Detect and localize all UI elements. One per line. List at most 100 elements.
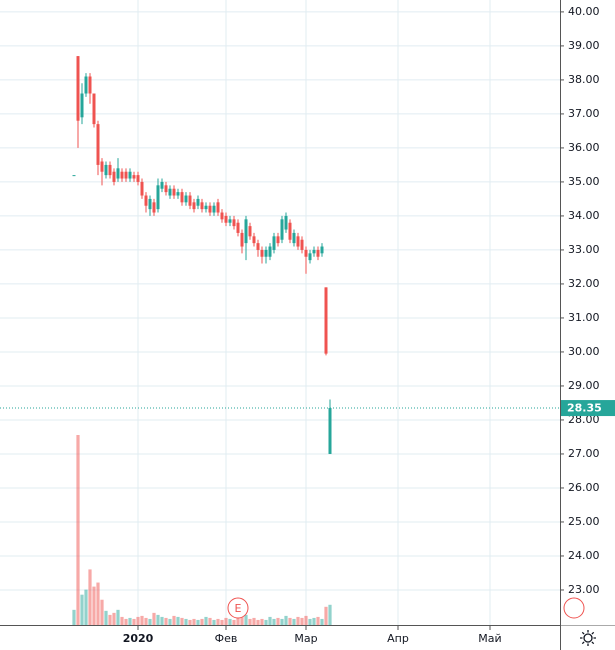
- volume-bar: [272, 618, 276, 625]
- volume-bar: [296, 616, 300, 625]
- candle-body: [244, 219, 248, 244]
- candle-body: [124, 171, 128, 179]
- volume-bar: [172, 615, 176, 625]
- x-tick-label: Май: [478, 632, 501, 645]
- volume-bar: [288, 617, 292, 625]
- candle-body: [88, 76, 92, 94]
- corner: [561, 625, 615, 650]
- candle-body: [104, 164, 108, 176]
- candle-body: [220, 212, 224, 220]
- candle-body: [204, 205, 208, 210]
- event-marker-partial: [563, 597, 585, 619]
- candle-body: [312, 249, 316, 254]
- volume-bar: [152, 612, 156, 625]
- candle-body: [324, 287, 328, 354]
- candle-body: [180, 192, 184, 203]
- y-tick-label: 36.00: [568, 141, 600, 154]
- volume-bar: [220, 619, 224, 625]
- y-tick-label: 38.00: [568, 73, 600, 86]
- candle-body: [148, 198, 152, 210]
- last-price-box: [561, 400, 615, 417]
- volume-bar: [84, 589, 88, 625]
- volume-bar: [100, 599, 104, 625]
- y-tick-label: 37.00: [568, 107, 600, 120]
- volume-bar: [144, 617, 148, 625]
- candle-body: [176, 192, 180, 196]
- volume-bar: [224, 617, 228, 625]
- volume-bar: [284, 615, 288, 625]
- candle-body: [156, 185, 160, 210]
- candle-body: [256, 243, 260, 250]
- y-tick-label: 35.00: [568, 175, 600, 188]
- volume-bar: [88, 569, 92, 625]
- candle-body: [328, 408, 332, 454]
- volume-bar: [204, 616, 208, 625]
- candle-body: [144, 195, 148, 206]
- y-tick-label: 29.00: [568, 379, 600, 392]
- y-tick-label: 23.00: [568, 583, 600, 596]
- candle-body: [152, 202, 156, 213]
- candle-body: [260, 249, 264, 257]
- volume-bar: [132, 618, 136, 625]
- y-tick-label: 31.00: [568, 311, 600, 324]
- event-label: E: [235, 602, 242, 615]
- grid: [0, 0, 560, 625]
- volume-bar: [320, 618, 324, 625]
- volume-bar: [292, 618, 296, 625]
- candle-body: [304, 249, 308, 257]
- volume-bar: [168, 618, 172, 625]
- volume-bar: [256, 619, 260, 625]
- y-tick-label: 34.00: [568, 209, 600, 222]
- candle-body: [224, 215, 228, 223]
- volume-bar: [248, 618, 252, 625]
- volume-bar: [164, 617, 168, 625]
- candle-body: [72, 175, 76, 177]
- volume-bar: [324, 606, 328, 625]
- candle-body: [160, 181, 164, 189]
- volume-bar: [140, 615, 144, 625]
- candle-body: [228, 219, 232, 223]
- volume-bar: [236, 616, 240, 625]
- candle-body: [100, 161, 104, 172]
- volume-bar: [72, 609, 76, 625]
- settings-icon[interactable]: [580, 630, 596, 646]
- volume-bar: [308, 618, 312, 625]
- volume-bar: [188, 619, 192, 625]
- candle-body: [132, 175, 136, 179]
- volume-bar: [116, 609, 120, 625]
- candle-body: [136, 175, 140, 182]
- volume-bar: [80, 594, 84, 625]
- candle-body: [232, 219, 236, 227]
- volume-bar: [160, 616, 164, 625]
- volume-bar: [124, 618, 128, 625]
- event-marker[interactable]: [227, 597, 249, 619]
- candle-body: [216, 202, 220, 213]
- candle-body: [96, 124, 100, 165]
- candle-body: [272, 236, 276, 250]
- candle-body: [276, 236, 280, 244]
- volume-bar: [264, 619, 268, 625]
- volume-bar: [276, 617, 280, 625]
- volume-bar: [184, 618, 188, 625]
- volume-bar: [216, 618, 220, 625]
- candle-body: [240, 232, 244, 247]
- volume-bar: [252, 617, 256, 625]
- candle-body: [200, 202, 204, 210]
- volume-bar: [148, 618, 152, 625]
- volume-bar: [108, 614, 112, 625]
- candle-body: [296, 236, 300, 247]
- volume-bar: [244, 614, 248, 625]
- candle-body: [264, 249, 268, 257]
- volume-bar: [120, 616, 124, 625]
- volume-bar: [328, 604, 332, 625]
- candle-body: [316, 249, 320, 257]
- volume-bar: [156, 614, 160, 625]
- last-price-label: 28.35: [567, 402, 602, 415]
- candle-body: [80, 93, 84, 118]
- volume-bar: [104, 610, 108, 625]
- candle-body: [320, 246, 324, 254]
- x-tick-label: 2020: [123, 632, 154, 645]
- volume-bar: [260, 618, 264, 625]
- y-tick-label: 24.00: [568, 549, 600, 562]
